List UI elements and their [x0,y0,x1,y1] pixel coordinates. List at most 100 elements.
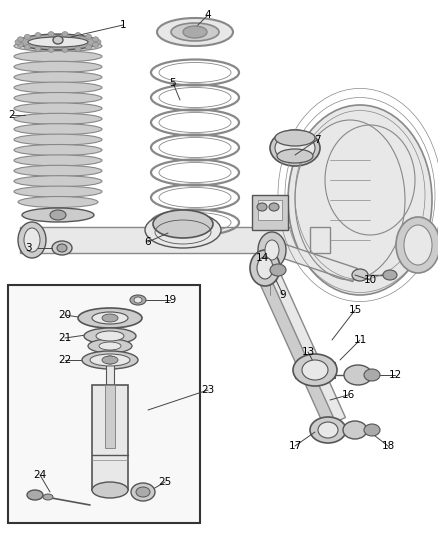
Ellipse shape [14,124,102,135]
Text: 12: 12 [389,370,402,380]
Ellipse shape [105,356,115,364]
Ellipse shape [35,46,41,51]
Ellipse shape [14,61,102,72]
Ellipse shape [318,422,338,438]
Ellipse shape [302,360,328,380]
Ellipse shape [270,130,320,166]
Ellipse shape [27,490,43,500]
Text: 9: 9 [280,290,286,300]
Text: 5: 5 [170,78,177,88]
Text: 10: 10 [364,275,377,285]
Text: 18: 18 [381,441,395,451]
Text: 19: 19 [163,295,177,305]
Ellipse shape [14,93,102,103]
Ellipse shape [275,130,315,146]
Ellipse shape [136,487,150,497]
Text: 6: 6 [145,237,151,247]
Text: 16: 16 [341,390,355,400]
Polygon shape [278,244,357,281]
Ellipse shape [92,42,99,47]
Ellipse shape [14,165,102,176]
Text: 4: 4 [205,10,211,20]
Ellipse shape [130,295,146,305]
Polygon shape [265,263,346,423]
Ellipse shape [14,41,102,52]
Ellipse shape [86,34,92,39]
Ellipse shape [18,42,23,47]
Ellipse shape [52,241,72,255]
Ellipse shape [18,34,98,50]
Ellipse shape [62,31,68,37]
Ellipse shape [269,203,279,211]
Ellipse shape [131,483,155,501]
Ellipse shape [265,240,279,260]
Ellipse shape [257,257,273,279]
Ellipse shape [18,197,98,207]
Ellipse shape [14,114,102,124]
Bar [295,362,335,378]
Polygon shape [20,227,310,253]
Text: 14: 14 [255,253,268,263]
Text: 3: 3 [25,243,31,253]
Ellipse shape [96,331,124,341]
Ellipse shape [14,186,102,197]
Ellipse shape [288,105,432,295]
Bar [92,385,128,490]
Ellipse shape [24,228,40,252]
Ellipse shape [88,339,132,353]
Text: 11: 11 [353,335,367,345]
Ellipse shape [48,31,54,37]
Ellipse shape [22,208,94,222]
Text: 24: 24 [33,470,46,480]
Ellipse shape [15,39,21,44]
Ellipse shape [92,482,128,498]
Bar [106,360,114,385]
Ellipse shape [43,494,53,500]
Ellipse shape [84,328,136,344]
Ellipse shape [75,46,81,51]
Ellipse shape [82,351,138,369]
Ellipse shape [344,365,372,385]
Ellipse shape [145,212,221,248]
Ellipse shape [171,23,219,41]
Ellipse shape [270,264,286,276]
Ellipse shape [57,244,67,252]
Ellipse shape [102,314,118,322]
Ellipse shape [250,250,280,286]
Bar [258,200,282,220]
Text: 15: 15 [348,305,362,315]
Ellipse shape [90,354,130,366]
Ellipse shape [75,33,81,37]
Text: 7: 7 [314,135,320,145]
Ellipse shape [92,312,128,324]
Ellipse shape [14,72,102,83]
Ellipse shape [53,36,63,44]
Polygon shape [253,263,333,423]
Ellipse shape [14,51,102,62]
Bar [105,385,115,448]
Text: 13: 13 [301,347,314,357]
Ellipse shape [25,45,30,50]
Text: 23: 23 [201,385,215,395]
Ellipse shape [383,270,397,280]
Ellipse shape [310,417,346,443]
Ellipse shape [14,82,102,93]
Ellipse shape [14,134,102,145]
Ellipse shape [99,342,121,350]
Ellipse shape [352,269,368,281]
Text: 20: 20 [58,310,71,320]
Ellipse shape [48,47,54,52]
Ellipse shape [364,369,380,381]
Ellipse shape [293,354,337,386]
Ellipse shape [62,47,68,52]
Ellipse shape [257,203,267,211]
Ellipse shape [153,210,213,238]
Bar [252,195,288,230]
Ellipse shape [343,421,367,439]
Text: 22: 22 [58,355,72,365]
Ellipse shape [157,18,233,46]
Ellipse shape [102,356,118,364]
Text: 21: 21 [58,333,72,343]
Ellipse shape [14,155,102,166]
Ellipse shape [78,308,142,328]
